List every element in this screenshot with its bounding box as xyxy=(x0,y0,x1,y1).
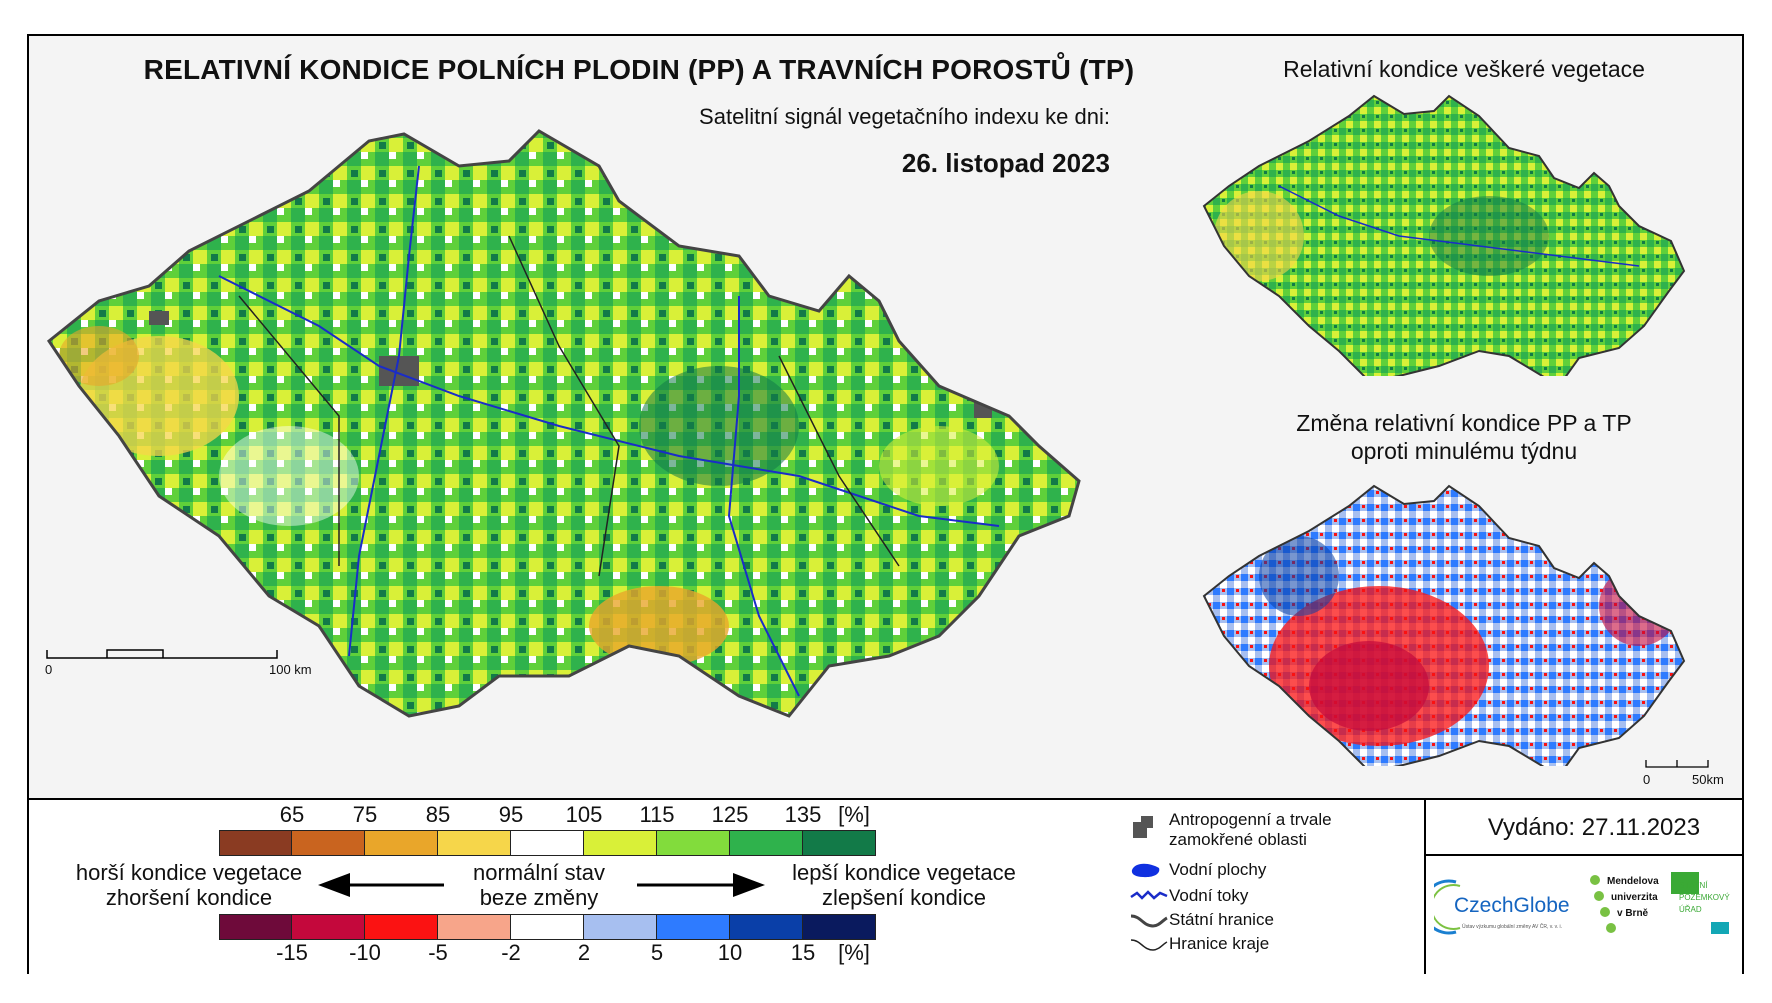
side-map-bottom-title-1: Změna relativní kondice PP a TP xyxy=(1296,410,1632,436)
main-scale-start: 0 xyxy=(45,662,53,677)
change-tick: [%] xyxy=(838,940,870,965)
change-color-scale xyxy=(219,914,876,940)
condition-tick: 115 xyxy=(639,802,675,827)
mendel-logo: Mendelova univerzita v Brně xyxy=(1590,875,1659,933)
change-tick: -2 xyxy=(501,940,521,965)
change-swatch xyxy=(438,914,511,940)
condition-swatch xyxy=(730,830,803,856)
change-swatch xyxy=(730,914,803,940)
map-poster: RELATIVNÍ KONDICE POLNÍCH PLODIN (PP) A … xyxy=(27,34,1744,974)
key-state-border: Státní hranice xyxy=(1169,910,1274,929)
caption-better: lepší kondice vegetace zlepšení kondice xyxy=(774,860,1034,910)
legend-panel: 65 75 85 95 105 115 125 135 [%] horší kondice ve… xyxy=(29,798,1744,974)
change-tick: 2 xyxy=(577,940,591,965)
key-water-streams: Vodní toky xyxy=(1169,886,1249,905)
condition-swatch xyxy=(365,830,438,856)
key-region-border: Hranice kraje xyxy=(1169,934,1270,953)
state-border-icon xyxy=(1130,914,1168,928)
change-tick: -15 xyxy=(276,940,308,965)
issued-date: Vydáno: 27.11.2023 xyxy=(1487,814,1701,841)
change-tick: -10 xyxy=(349,940,381,965)
change-tick-labels: -15 -10 -5 -2 2 5 10 15 [%] xyxy=(29,940,929,966)
condition-tick: 75 xyxy=(352,802,378,827)
mendel-logo-3: v Brně xyxy=(1617,908,1649,919)
caption-better-2: zlepšení kondice xyxy=(822,885,986,910)
water-stream-icon xyxy=(1130,890,1168,900)
change-tick: 10 xyxy=(717,940,743,965)
change-swatch xyxy=(219,914,292,940)
key-anthropogenic-1: Antropogenní a trvale xyxy=(1169,810,1332,829)
side-map-change xyxy=(1202,484,1686,766)
spu-logo: STÁTNÍ POZEMKOVÝ ÚŘAD xyxy=(1671,872,1730,934)
side-scale-bar xyxy=(1645,760,1709,768)
condition-tick: 95 xyxy=(498,802,524,827)
divider xyxy=(1424,800,1426,974)
condition-tick: 85 xyxy=(425,802,451,827)
caption-worse-1: horší kondice vegetace xyxy=(75,860,303,885)
condition-tick: 125 xyxy=(711,802,749,827)
czechglobe-logo-sub: Ústav výzkumu globální změny AV ČR, v. v… xyxy=(1462,923,1562,930)
change-swatch xyxy=(803,914,876,940)
condition-swatch xyxy=(803,830,876,856)
condition-swatch xyxy=(657,830,730,856)
caption-worse: horší kondice vegetace zhoršení kondice xyxy=(59,860,319,910)
arrow-right-icon xyxy=(637,873,765,897)
mendel-logo-1: Mendelova xyxy=(1607,876,1659,887)
change-tick: 5 xyxy=(650,940,664,965)
observation-date: 26. listopad 2023 xyxy=(901,148,1110,178)
condition-swatch xyxy=(292,830,365,856)
condition-tick: 135 xyxy=(784,802,822,827)
main-condition-map xyxy=(46,129,1081,718)
caption-normal-2: beze změny xyxy=(479,885,599,910)
side-scale-end: 50km xyxy=(1692,772,1724,787)
condition-tick-labels: 65 75 85 95 105 115 125 135 [%] xyxy=(29,802,929,828)
condition-color-scale xyxy=(219,830,876,856)
caption-normal-1: normální stav xyxy=(472,860,606,885)
change-tick: -5 xyxy=(428,940,448,965)
condition-swatch xyxy=(584,830,657,856)
main-title: RELATIVNÍ KONDICE POLNÍCH PLODIN (PP) A … xyxy=(143,54,1135,85)
spu-logo-2: POZEMKOVÝ xyxy=(1679,893,1730,902)
spu-logo-1: STÁTNÍ xyxy=(1679,881,1708,890)
key-anthropogenic-2: zamokřené oblasti xyxy=(1169,830,1307,849)
side-map-top-title: Relativní kondice veškeré vegetace xyxy=(1283,56,1645,82)
change-tick: 15 xyxy=(790,940,816,965)
change-swatch xyxy=(511,914,584,940)
region-border-icon xyxy=(1130,939,1168,951)
czechglobe-logo-text: CzechGlobe xyxy=(1454,894,1570,917)
water-area-icon xyxy=(1131,863,1160,878)
czechglobe-logo: CzechGlobe Ústav výzkumu globální změny … xyxy=(1434,879,1570,935)
change-swatch xyxy=(584,914,657,940)
change-swatch xyxy=(292,914,365,940)
side-map-bottom-title-2: oproti minulému týdnu xyxy=(1350,438,1578,464)
map-panel: RELATIVNÍ KONDICE POLNÍCH PLODIN (PP) A … xyxy=(29,36,1742,798)
caption-worse-2: zhoršení kondice xyxy=(105,885,273,910)
condition-tick: [%] xyxy=(838,802,870,827)
anthropogenic-area-icon xyxy=(1133,816,1153,838)
main-scale-end: 100 km xyxy=(269,662,312,677)
condition-swatch xyxy=(219,830,292,856)
mendel-logo-2: univerzita xyxy=(1611,892,1658,903)
spu-logo-3: ÚŘAD xyxy=(1679,905,1702,914)
side-map-vegetation xyxy=(1202,94,1686,376)
key-water-areas: Vodní plochy xyxy=(1169,860,1267,879)
caption-better-1: lepší kondice vegetace xyxy=(792,860,1016,885)
key-anthropogenic: Antropogenní a trvale zamokřené oblasti xyxy=(1169,810,1332,850)
change-swatch xyxy=(657,914,730,940)
divider-horizontal xyxy=(1424,854,1744,856)
condition-swatch xyxy=(511,830,584,856)
condition-swatch xyxy=(438,830,511,856)
subtitle: Satelitní signál vegetačního indexu ke d… xyxy=(699,104,1110,129)
side-scale-start: 0 xyxy=(1643,772,1651,787)
condition-tick: 65 xyxy=(279,802,305,827)
arrow-left-icon xyxy=(318,873,444,897)
condition-tick: 105 xyxy=(565,802,603,827)
caption-normal: normální stav beze změny xyxy=(439,860,639,910)
change-swatch xyxy=(365,914,438,940)
main-scale-bar xyxy=(46,649,278,659)
